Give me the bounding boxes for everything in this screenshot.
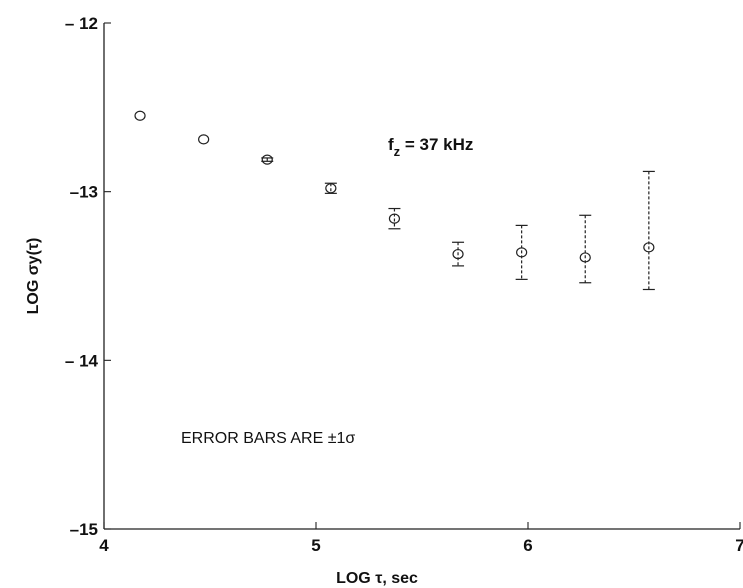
frequency-annotation: fz = 37 kHz <box>388 135 473 159</box>
frequency-subscript: z <box>394 144 401 159</box>
ticks <box>103 22 741 530</box>
y-tick-label: –13 <box>70 183 98 202</box>
error-bar <box>515 224 528 280</box>
data-point <box>643 242 655 253</box>
data-point <box>325 183 337 194</box>
y-tick-label: – 12 <box>65 14 98 33</box>
x-tick-label: 5 <box>311 536 320 555</box>
error-bar <box>261 157 274 162</box>
error-bar <box>452 241 465 267</box>
error-bars-note-sigma: ±1σ <box>328 430 356 447</box>
y-tick-label: –15 <box>70 520 98 539</box>
x-tick-label: 7 <box>735 536 743 555</box>
data-point <box>579 252 591 263</box>
error-bar <box>642 170 655 291</box>
y-axis-label: LOG σy(τ) <box>25 238 42 315</box>
x-tick-label: 6 <box>523 536 532 555</box>
y-tick-label: – 14 <box>65 351 99 370</box>
data-point <box>261 154 273 165</box>
frequency-value: = 37 kHz <box>400 135 473 154</box>
frequency-prefix: f <box>388 135 394 154</box>
x-tick-label: 4 <box>99 536 109 555</box>
data-point <box>452 248 464 260</box>
axes <box>103 23 740 530</box>
error-bar <box>324 182 337 194</box>
error-bars <box>261 157 655 291</box>
data-point <box>134 110 146 121</box>
error-bar <box>579 214 592 284</box>
data-point <box>198 134 210 145</box>
error-bar <box>388 207 401 230</box>
x-axis-label: LOG τ, sec <box>336 570 418 587</box>
error-bars-note: ERROR BARS ARE ±1σ <box>181 430 355 447</box>
data-point <box>516 247 528 258</box>
tick-labels: 4 5 6 7 – 12 –13 – 14 –15 <box>65 14 743 555</box>
data-point <box>388 213 401 224</box>
data-points <box>134 110 655 263</box>
error-bars-note-text: ERROR BARS ARE <box>181 430 328 447</box>
